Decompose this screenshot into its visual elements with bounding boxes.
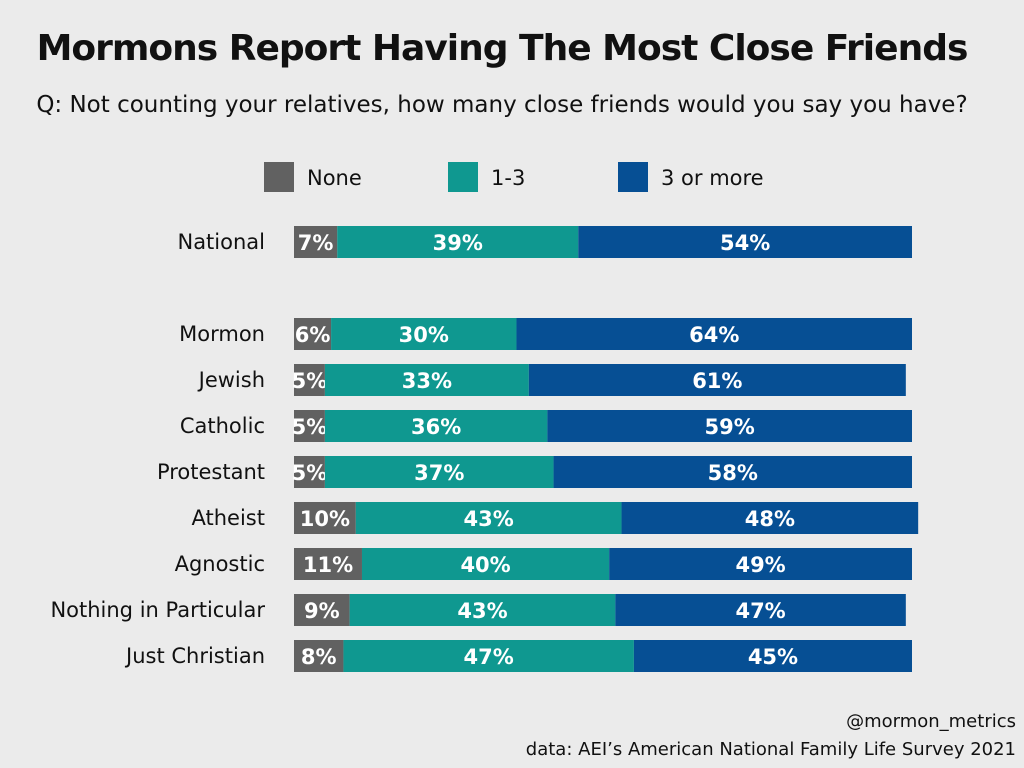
bar-catholic-3-or-more [547,410,912,442]
legend-label-1-3: 1-3 [491,166,525,190]
category-label-national: National [177,230,265,254]
value-label-atheist-none: 10% [300,507,350,531]
value-label-national-3-or-more: 54% [720,231,770,255]
value-label-catholic-none: 5% [292,415,328,439]
bar-nothing-in-particular-1-3 [349,594,616,626]
chart-subtitle: Q: Not counting your relatives, how many… [36,92,968,118]
value-label-national-1-3: 39% [433,231,483,255]
bar-protestant-1-3 [324,456,554,488]
value-label-protestant-1-3: 37% [414,461,464,485]
value-label-agnostic-3-or-more: 49% [735,553,785,577]
bar-mormon-3-or-more [516,318,912,350]
bar-national-1-3 [337,226,579,258]
bar-agnostic-none [294,548,362,580]
bar-jewish-1-3 [324,364,529,396]
value-label-atheist-1-3: 43% [464,507,514,531]
category-label-protestant: Protestant [157,460,265,484]
legend-swatch-3-or-more [618,162,648,192]
bar-mormon-1-3 [331,318,517,350]
value-label-nothing-in-particular-none: 9% [304,599,340,623]
category-label-mormon: Mormon [179,322,265,346]
value-label-protestant-3-or-more: 58% [708,461,758,485]
bar-catholic-none [294,410,325,442]
value-label-nothing-in-particular-1-3: 43% [457,599,507,623]
bar-just-christian-3-or-more [633,640,912,672]
value-label-mormon-1-3: 30% [399,323,449,347]
bar-jewish-3-or-more [528,364,906,396]
legend-swatch-none [264,162,294,192]
category-label-nothing-in-particular: Nothing in Particular [50,598,265,622]
value-label-agnostic-none: 11% [303,553,353,577]
value-label-jewish-none: 5% [292,369,328,393]
value-label-jewish-1-3: 33% [402,369,452,393]
category-label-jewish: Jewish [197,368,265,392]
bar-catholic-1-3 [324,410,548,442]
legend-label-none: None [307,166,362,190]
value-label-just-christian-1-3: 47% [464,645,514,669]
legend: None 1-3 3 or more [264,162,764,192]
source-note: data: AEI’s American National Family Lif… [525,739,1016,760]
bar-mormon-none [294,318,332,350]
bars-group: National 7% 39% 54% Mormon 6% 30% 64% Jewish 5% 33… [50,226,919,672]
bar-jewish-none [294,364,325,396]
chart-title: Mormons Report Having The Most Close Fri… [36,28,969,69]
bar-agnostic-3-or-more [609,548,912,580]
bar-just-christian-none [294,640,344,672]
bar-national-3-or-more [578,226,912,258]
value-label-nothing-in-particular-3-or-more: 47% [735,599,785,623]
value-label-mormon-none: 6% [295,323,331,347]
value-label-atheist-3-or-more: 48% [745,507,795,531]
value-label-mormon-3-or-more: 64% [689,323,739,347]
value-label-jewish-3-or-more: 61% [692,369,742,393]
value-label-agnostic-1-3: 40% [460,553,510,577]
bar-just-christian-1-3 [343,640,634,672]
value-label-catholic-1-3: 36% [411,415,461,439]
bar-agnostic-1-3 [361,548,610,580]
category-label-just-christian: Just Christian [124,644,265,668]
bar-nothing-in-particular-none [294,594,350,626]
bar-nothing-in-particular-3-or-more [615,594,906,626]
value-label-national-none: 7% [298,231,334,255]
bar-protestant-3-or-more [553,456,912,488]
value-label-catholic-3-or-more: 59% [705,415,755,439]
category-label-agnostic: Agnostic [175,552,265,576]
credit-handle: @mormon_metrics [846,711,1016,732]
value-label-just-christian-3-or-more: 45% [748,645,798,669]
bar-atheist-3-or-more [621,502,919,534]
value-label-just-christian-none: 8% [301,645,337,669]
bar-national-none [294,226,338,258]
bar-protestant-none [294,456,325,488]
category-label-atheist: Atheist [192,506,265,530]
bar-atheist-1-3 [355,502,622,534]
legend-label-3-or-more: 3 or more [661,166,764,190]
bar-atheist-none [294,502,356,534]
category-label-catholic: Catholic [180,414,265,438]
value-label-protestant-none: 5% [292,461,328,485]
legend-swatch-1-3 [448,162,478,192]
credit-footer: @mormon_metrics data: AEI’s American Nat… [526,708,1016,764]
